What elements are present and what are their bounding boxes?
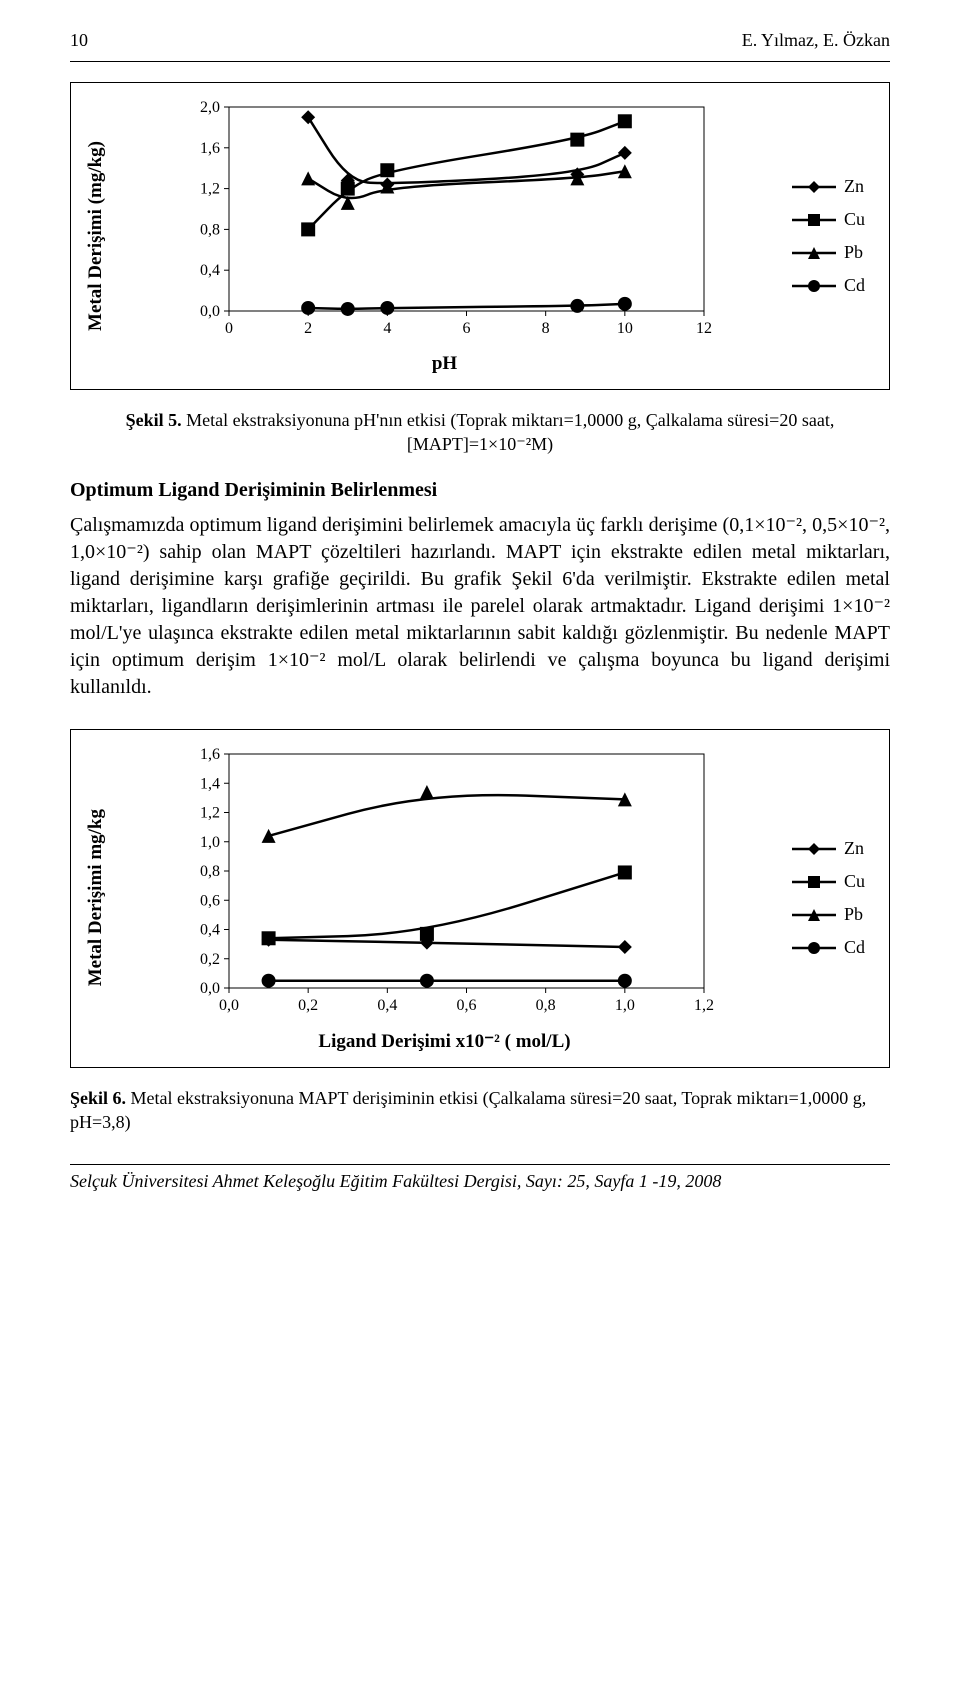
- chart-1-y-label: Metal Derişimi (mg/kg): [85, 141, 107, 331]
- svg-text:0,8: 0,8: [200, 221, 220, 238]
- legend-label: Pb: [844, 904, 863, 925]
- svg-text:0,0: 0,0: [200, 980, 220, 997]
- figure-5-caption: Şekil 5. Metal ekstraksiyonuna pH'nın et…: [110, 408, 850, 457]
- svg-text:1,6: 1,6: [200, 746, 220, 763]
- svg-text:6: 6: [463, 320, 471, 337]
- svg-text:0,8: 0,8: [200, 863, 220, 880]
- svg-text:1,4: 1,4: [200, 775, 220, 792]
- legend-item-pb: Pb: [792, 242, 865, 263]
- legend-marker-cd-icon: [792, 940, 836, 956]
- svg-text:0,8: 0,8: [536, 997, 556, 1014]
- svg-text:0,6: 0,6: [457, 997, 477, 1014]
- legend-marker-zn-icon: [792, 841, 836, 857]
- chart-2-y-label: Metal Derişimi mg/kg: [85, 809, 107, 986]
- svg-text:2,0: 2,0: [200, 99, 220, 116]
- svg-text:10: 10: [617, 320, 633, 337]
- legend-item-zn: Zn: [792, 838, 865, 859]
- legend-label: Cd: [844, 937, 865, 958]
- page-header: 10 E. Yılmaz, E. Özkan: [70, 30, 890, 51]
- legend-label: Zn: [844, 176, 864, 197]
- legend-label: Cd: [844, 275, 865, 296]
- svg-text:0: 0: [225, 320, 233, 337]
- legend-label: Pb: [844, 242, 863, 263]
- svg-text:0,6: 0,6: [200, 892, 220, 909]
- legend-marker-cu-icon: [792, 212, 836, 228]
- svg-text:1,0: 1,0: [615, 997, 635, 1014]
- chart-1-legend: Zn Cu Pb Cd: [792, 176, 865, 296]
- legend-item-zn: Zn: [792, 176, 865, 197]
- legend-item-cu: Cu: [792, 871, 865, 892]
- svg-text:0,4: 0,4: [200, 262, 220, 279]
- chart-1-box: Metal Derişimi (mg/kg) 0,0 0,4 0,8 1,2 1,6 2,…: [70, 82, 890, 390]
- body-paragraph: Çalışmamızda optimum ligand derişimini b…: [70, 512, 890, 701]
- footer-rule: [70, 1164, 890, 1165]
- chart-2-plot: 0,0 0,2 0,4 0,6 0,8 1,0 1,2 1,4 1,6 0,0 0,2 0,4 0,6 0…: [174, 744, 714, 1024]
- chart-1-plot: 0,0 0,4 0,8 1,2 1,6 2,0 0 2 4 6 8 10 12: [174, 97, 714, 347]
- legend-marker-pb-icon: [792, 907, 836, 923]
- page-number: 10: [70, 30, 88, 51]
- legend-item-cd: Cd: [792, 275, 865, 296]
- legend-item-pb: Pb: [792, 904, 865, 925]
- svg-text:0,0: 0,0: [219, 997, 239, 1014]
- svg-text:1,2: 1,2: [200, 804, 220, 821]
- header-authors: E. Yılmaz, E. Özkan: [742, 30, 890, 51]
- legend-label: Cu: [844, 871, 865, 892]
- figure-6-caption: Şekil 6. Metal ekstraksiyonuna MAPT deri…: [70, 1086, 890, 1135]
- svg-text:1,2: 1,2: [200, 181, 220, 198]
- svg-text:2: 2: [305, 320, 313, 337]
- svg-text:12: 12: [696, 320, 712, 337]
- legend-item-cu: Cu: [792, 209, 865, 230]
- figure-6-text: Metal ekstraksiyonuna MAPT derişiminin e…: [70, 1088, 866, 1132]
- chart-1-x-label: pH: [432, 353, 457, 375]
- legend-marker-zn-icon: [792, 179, 836, 195]
- legend-marker-pb-icon: [792, 245, 836, 261]
- svg-text:8: 8: [542, 320, 550, 337]
- figure-5-label: Şekil 5.: [126, 410, 182, 430]
- chart-2-legend: Zn Cu Pb Cd: [792, 838, 865, 958]
- chart-2-x-label: Ligand Derişimi x10⁻² ( mol/L): [318, 1030, 570, 1053]
- page: 10 E. Yılmaz, E. Özkan Metal Derişimi (m…: [0, 0, 960, 1232]
- svg-text:1,0: 1,0: [200, 833, 220, 850]
- chart-2-box: Metal Derişimi mg/kg 0,0 0,2 0,4 0,6 0,8 1,0 1…: [70, 729, 890, 1068]
- svg-text:0,4: 0,4: [378, 997, 398, 1014]
- figure-6-label: Şekil 6.: [70, 1088, 126, 1108]
- legend-label: Cu: [844, 209, 865, 230]
- legend-marker-cd-icon: [792, 278, 836, 294]
- svg-text:4: 4: [384, 320, 392, 337]
- svg-text:0,2: 0,2: [200, 950, 220, 967]
- legend-label: Zn: [844, 838, 864, 859]
- svg-text:0,2: 0,2: [299, 997, 319, 1014]
- footer-citation: Selçuk Üniversitesi Ahmet Keleşoğlu Eğit…: [70, 1171, 890, 1192]
- svg-text:0,0: 0,0: [200, 303, 220, 320]
- svg-text:1,2: 1,2: [694, 997, 714, 1014]
- svg-text:0,4: 0,4: [200, 921, 220, 938]
- legend-item-cd: Cd: [792, 937, 865, 958]
- legend-marker-cu-icon: [792, 874, 836, 890]
- svg-text:1,6: 1,6: [200, 140, 220, 157]
- figure-5-text: Metal ekstraksiyonuna pH'nın etkisi (Top…: [182, 410, 835, 454]
- section-heading: Optimum Ligand Derişiminin Belirlenmesi: [70, 479, 890, 502]
- header-rule: [70, 61, 890, 62]
